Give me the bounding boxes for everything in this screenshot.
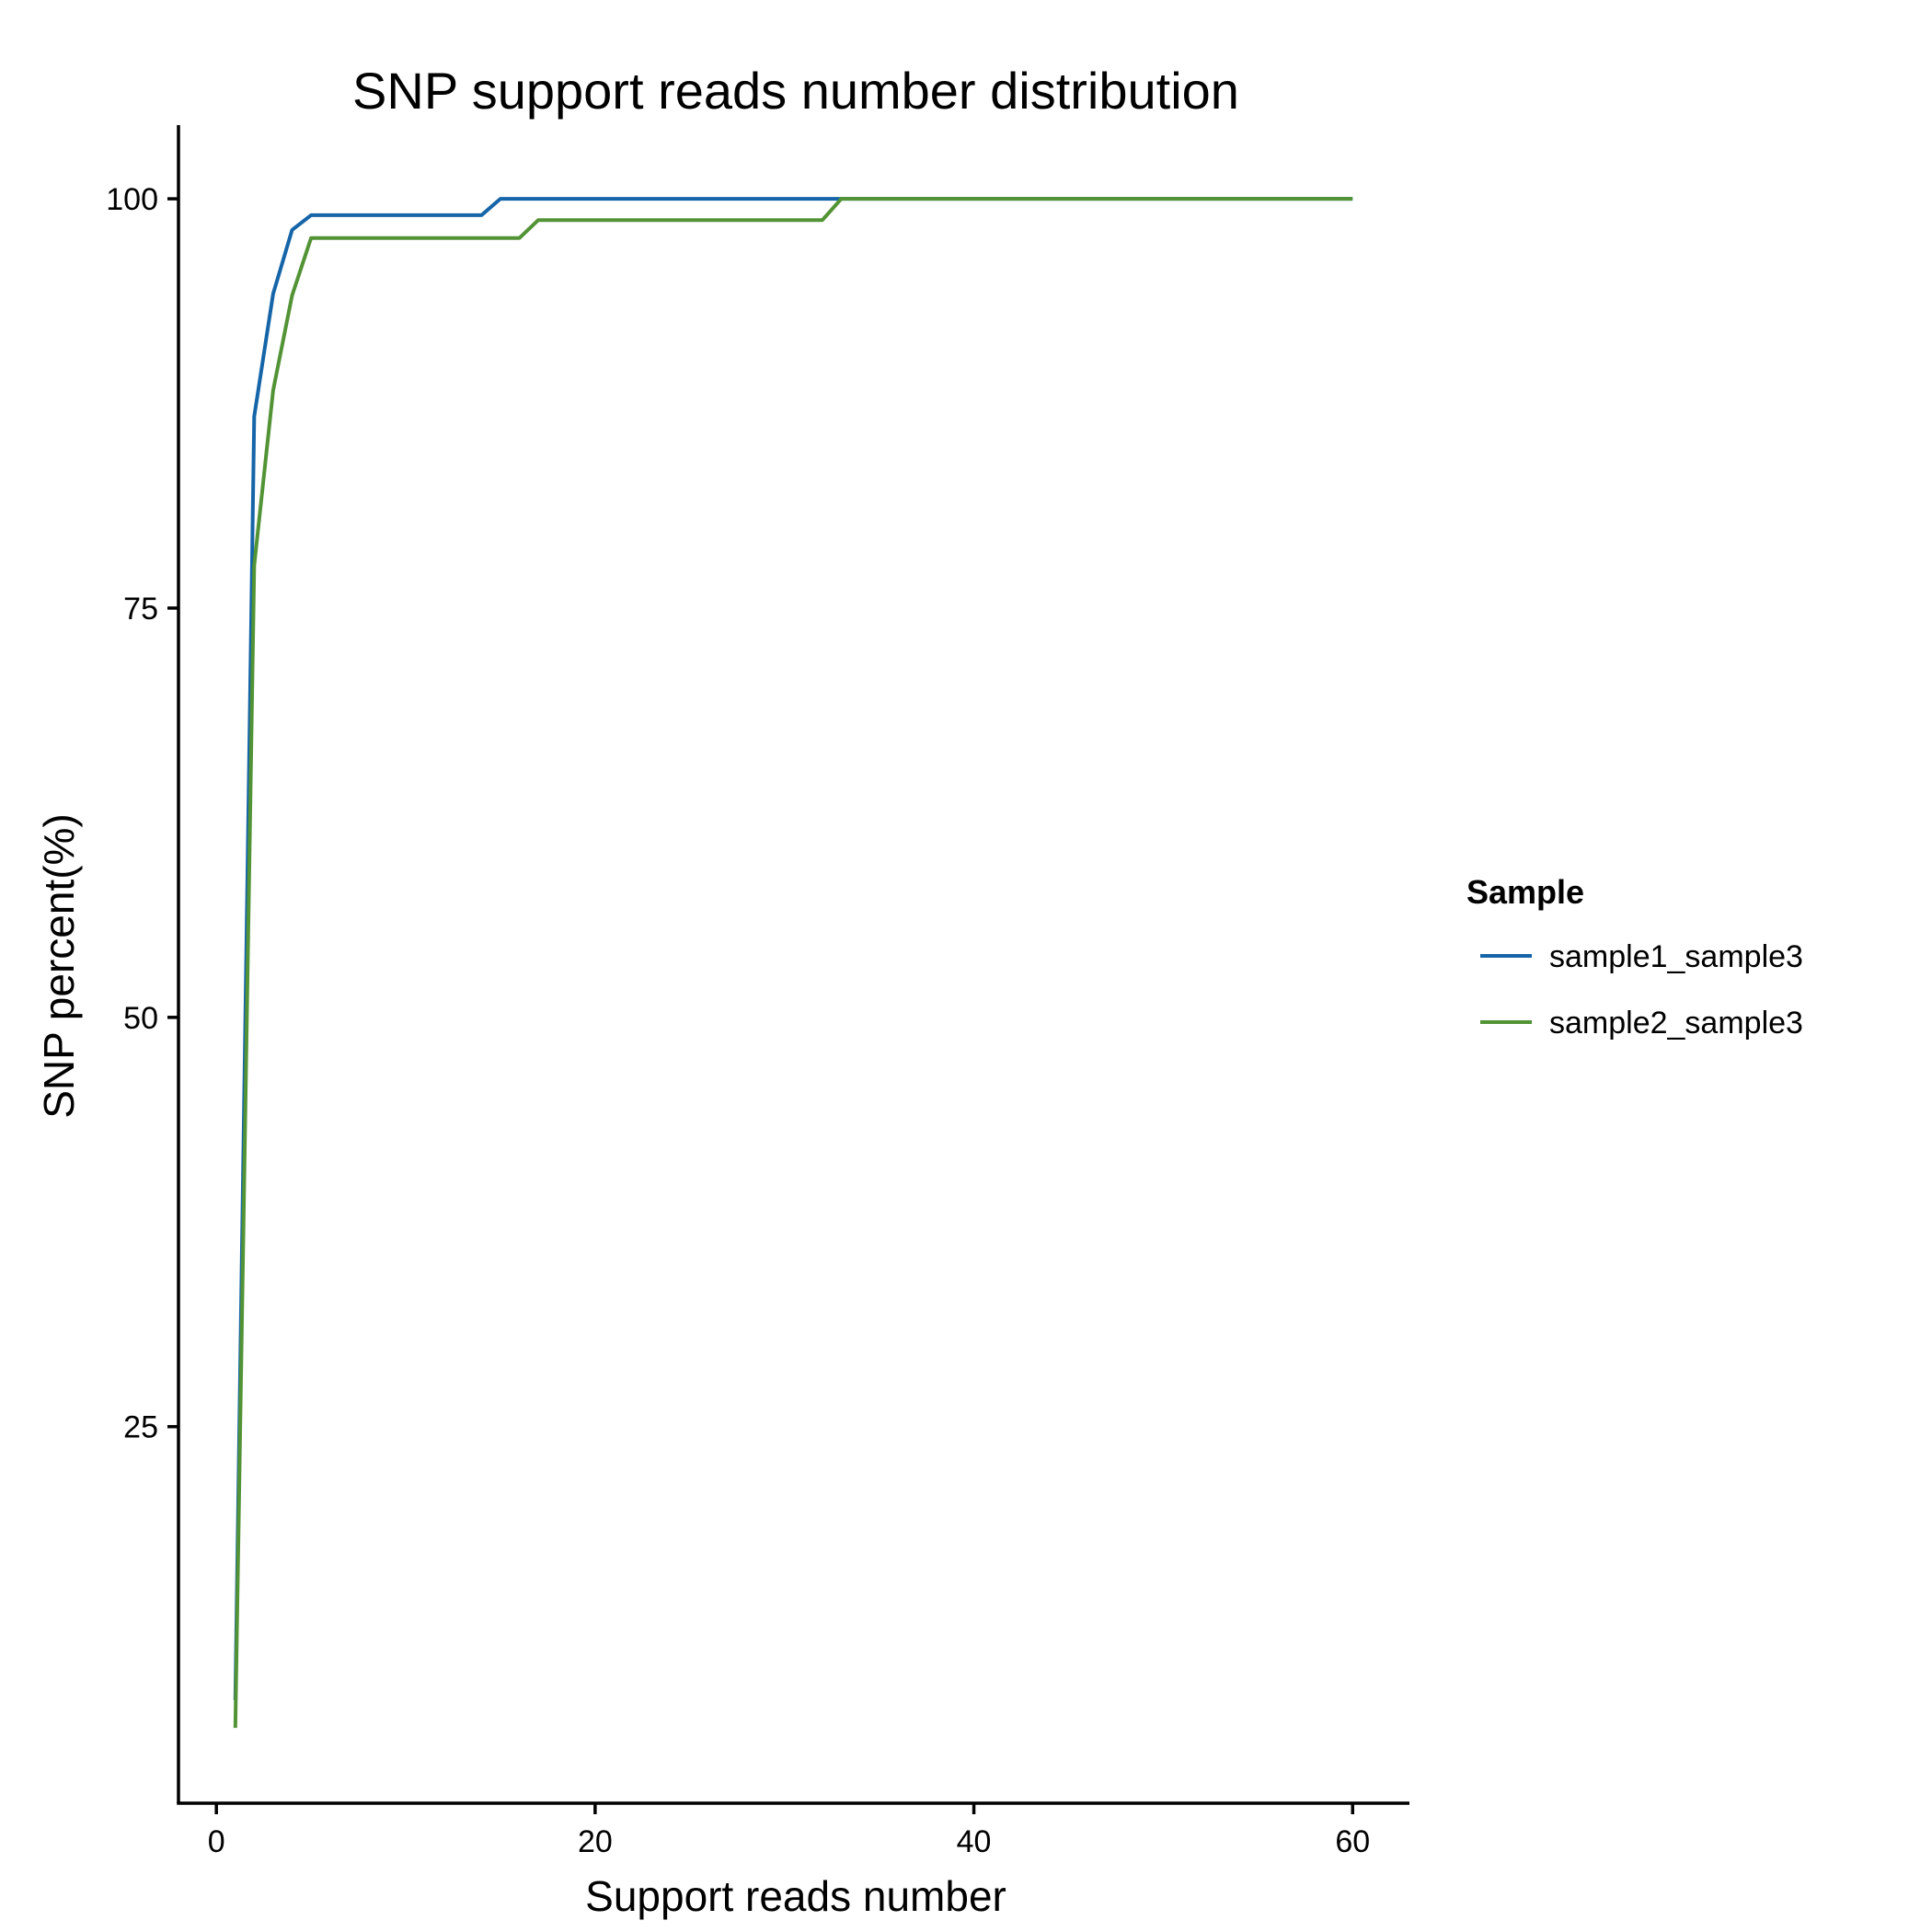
- legend: Sample sample1_sample3 sample2_sample3: [1466, 873, 1803, 1041]
- plot-area: 25 50 75 100 0 20 40 60: [106, 125, 1409, 1859]
- x-tick-label: 40: [957, 1824, 992, 1859]
- x-tick-label: 60: [1335, 1824, 1370, 1859]
- y-axis-title: SNP percent(%): [35, 813, 83, 1119]
- y-axis-ticks: 25 50 75 100: [106, 182, 178, 1445]
- legend-title: Sample: [1466, 873, 1584, 911]
- x-axis-ticks: 0 20 40 60: [208, 1803, 1370, 1859]
- legend-label: sample1_sample3: [1549, 939, 1803, 974]
- x-axis-title: Support reads number: [585, 1872, 1006, 1920]
- y-tick-label: 100: [106, 182, 158, 217]
- chart-title: SNP support reads number distribution: [352, 62, 1239, 120]
- series-line-sample1_sample3: [233, 197, 1353, 1700]
- x-tick-label: 20: [578, 1824, 613, 1859]
- x-tick-label: 0: [208, 1824, 225, 1859]
- legend-label: sample2_sample3: [1549, 1006, 1803, 1041]
- legend-items: sample1_sample3 sample2_sample3: [1480, 939, 1803, 1041]
- y-tick-label: 75: [123, 592, 158, 627]
- series-layer: [233, 197, 1353, 1729]
- y-tick-label: 25: [123, 1410, 158, 1445]
- series-line-sample2_sample3: [233, 197, 1353, 1729]
- y-tick-label: 50: [123, 1001, 158, 1036]
